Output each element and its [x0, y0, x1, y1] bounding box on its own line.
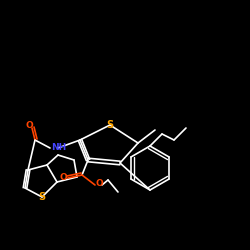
- Text: S: S: [38, 192, 46, 202]
- Text: O: O: [59, 174, 67, 182]
- Text: O: O: [95, 180, 103, 188]
- Text: NH: NH: [52, 144, 66, 152]
- Text: O: O: [25, 122, 33, 130]
- Text: S: S: [106, 120, 114, 130]
